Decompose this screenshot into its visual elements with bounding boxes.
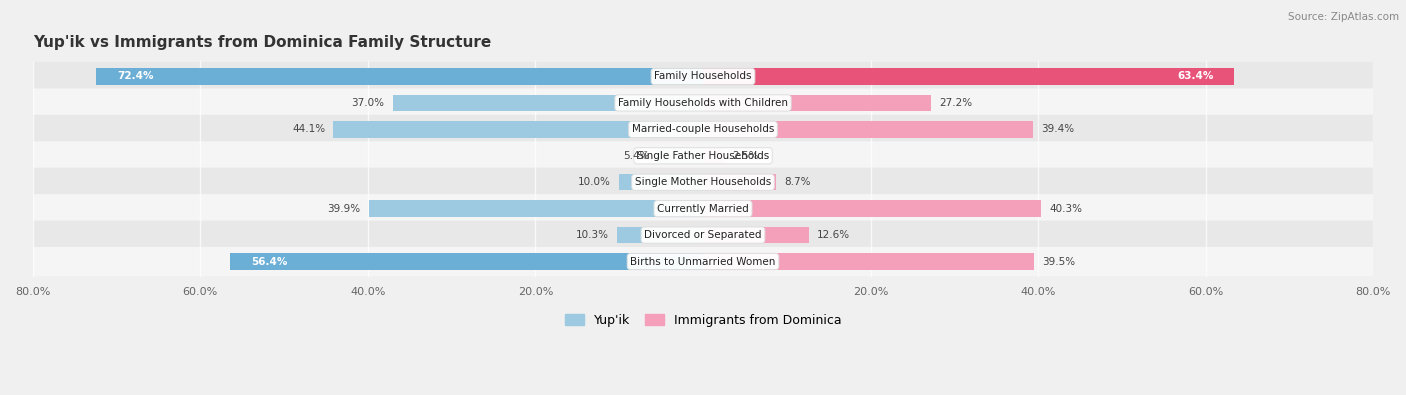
Text: Single Mother Households: Single Mother Households	[636, 177, 770, 187]
Text: 12.6%: 12.6%	[817, 230, 851, 240]
Bar	[368, 201, 703, 217]
FancyBboxPatch shape	[32, 88, 1374, 117]
Text: 2.5%: 2.5%	[733, 151, 759, 161]
Bar	[703, 68, 1234, 85]
FancyBboxPatch shape	[32, 115, 1374, 144]
Text: 27.2%: 27.2%	[939, 98, 973, 108]
Legend: Yup'ik, Immigrants from Dominica: Yup'ik, Immigrants from Dominica	[560, 309, 846, 332]
Text: Married-couple Households: Married-couple Households	[631, 124, 775, 134]
Bar	[231, 253, 703, 270]
Text: 5.4%: 5.4%	[623, 151, 650, 161]
Bar	[617, 227, 703, 243]
Bar	[703, 148, 724, 164]
Bar	[703, 201, 1040, 217]
Bar	[394, 95, 703, 111]
Text: Births to Unmarried Women: Births to Unmarried Women	[630, 256, 776, 267]
FancyBboxPatch shape	[32, 247, 1374, 276]
FancyBboxPatch shape	[32, 220, 1374, 250]
Text: 10.0%: 10.0%	[578, 177, 610, 187]
Bar	[333, 121, 703, 137]
Text: 56.4%: 56.4%	[252, 256, 288, 267]
Text: 63.4%: 63.4%	[1177, 71, 1213, 81]
Bar	[97, 68, 703, 85]
FancyBboxPatch shape	[32, 168, 1374, 197]
FancyBboxPatch shape	[32, 194, 1374, 223]
Bar	[703, 174, 776, 190]
Text: 44.1%: 44.1%	[292, 124, 325, 134]
Bar	[703, 121, 1033, 137]
Bar	[703, 227, 808, 243]
Text: Family Households: Family Households	[654, 71, 752, 81]
Text: 40.3%: 40.3%	[1049, 204, 1083, 214]
Text: Family Households with Children: Family Households with Children	[619, 98, 787, 108]
Text: Yup'ik vs Immigrants from Dominica Family Structure: Yup'ik vs Immigrants from Dominica Famil…	[32, 35, 491, 50]
Text: 39.4%: 39.4%	[1042, 124, 1074, 134]
Text: Divorced or Separated: Divorced or Separated	[644, 230, 762, 240]
Text: 72.4%: 72.4%	[117, 71, 153, 81]
Text: 39.9%: 39.9%	[328, 204, 360, 214]
Text: 37.0%: 37.0%	[352, 98, 385, 108]
Bar	[703, 253, 1033, 270]
Bar	[619, 174, 703, 190]
FancyBboxPatch shape	[32, 62, 1374, 91]
Bar	[703, 95, 931, 111]
Text: 8.7%: 8.7%	[785, 177, 811, 187]
Bar	[658, 148, 703, 164]
Text: Currently Married: Currently Married	[657, 204, 749, 214]
Text: 39.5%: 39.5%	[1042, 256, 1076, 267]
FancyBboxPatch shape	[32, 141, 1374, 170]
Text: Single Father Households: Single Father Households	[637, 151, 769, 161]
Text: 10.3%: 10.3%	[575, 230, 609, 240]
Text: Source: ZipAtlas.com: Source: ZipAtlas.com	[1288, 12, 1399, 22]
